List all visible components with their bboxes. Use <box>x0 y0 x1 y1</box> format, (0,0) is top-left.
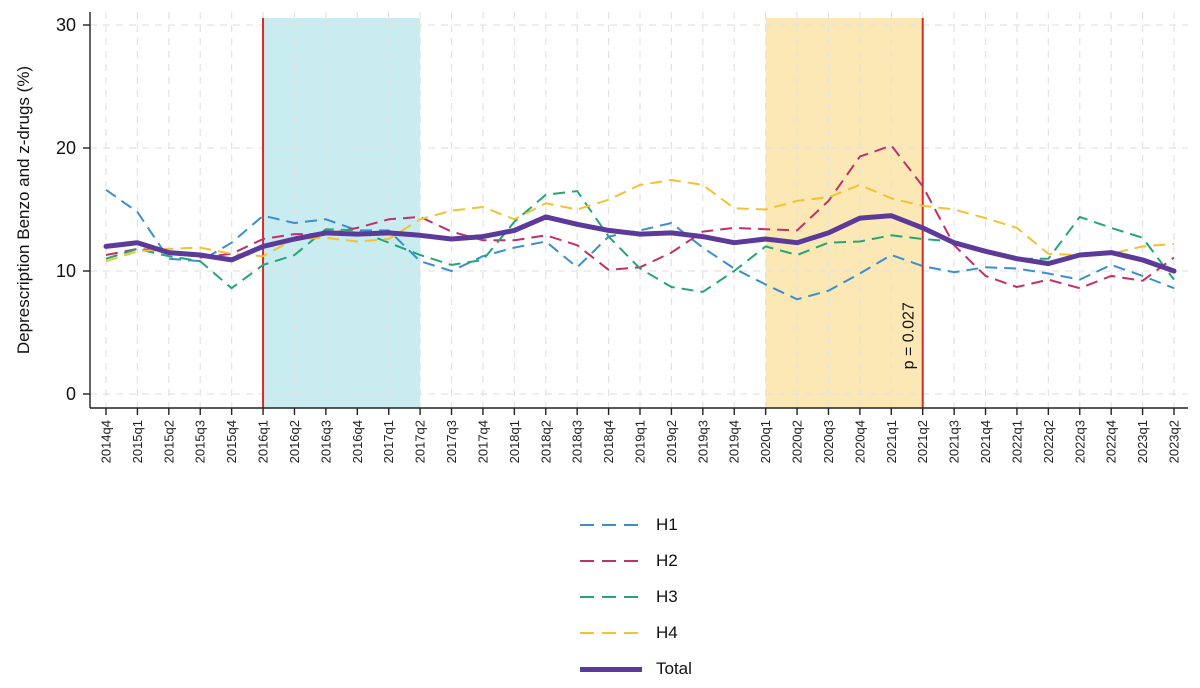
legend-swatch-h1 <box>580 524 642 526</box>
x-tick-label: 2021q1 <box>884 420 899 463</box>
legend-swatch-h4 <box>580 632 642 634</box>
x-tick-label: 2021q3 <box>947 420 962 463</box>
series-line-total <box>103 213 1177 274</box>
x-tick-label: 2016q1 <box>256 420 271 463</box>
x-tick-label: 2016q3 <box>318 420 333 463</box>
series-line-h4 <box>105 179 1175 263</box>
x-tick-label: 2019q2 <box>664 420 679 463</box>
shaded-periods <box>263 18 923 408</box>
x-tick-label: 2015q4 <box>224 420 239 463</box>
gridlines <box>90 12 1188 408</box>
x-tick-label: 2020q2 <box>790 420 805 463</box>
legend-label-h2: H2 <box>656 551 678 570</box>
x-tick-label: 2015q1 <box>130 420 145 463</box>
legend-swatch-h3 <box>580 596 642 598</box>
x-tick-label: 2017q2 <box>413 420 428 463</box>
x-tick-label: 2017q1 <box>381 420 396 463</box>
legend-swatch-h2 <box>580 560 642 562</box>
legend-item-total: Total <box>580 651 692 687</box>
x-tick-label: 2018q2 <box>538 420 553 463</box>
series-line-h3 <box>105 190 1175 293</box>
x-tick-label: 2016q4 <box>350 420 365 463</box>
legend-item-h3: H3 <box>580 579 692 615</box>
x-tick-label: 2022q1 <box>1009 420 1024 463</box>
x-tick-label: 2020q4 <box>852 420 867 463</box>
x-tick-label: 2017q4 <box>475 420 490 463</box>
legend-label-h1: H1 <box>656 515 678 534</box>
legend-label-h3: H3 <box>656 587 678 606</box>
y-tick-label: 0 <box>66 384 76 404</box>
x-tick-label: 2016q2 <box>287 420 302 463</box>
x-tick-label: 2022q2 <box>1041 420 1056 463</box>
p-value-annotation: p = 0.027 <box>901 302 918 369</box>
x-tick-label: 2021q4 <box>978 420 993 463</box>
x-tick-label: 2019q4 <box>727 420 742 463</box>
series-line-h1 <box>105 188 1175 301</box>
x-tick-label: 2020q1 <box>758 420 773 463</box>
y-tick-label: 10 <box>56 261 76 281</box>
shaded-period-2 <box>765 18 923 408</box>
x-tick-label: 2014q4 <box>99 420 114 463</box>
x-tick-label: 2018q1 <box>507 420 522 463</box>
legend-item-h4: H4 <box>580 615 692 651</box>
shaded-period-1 <box>263 18 421 408</box>
y-tick-label: 20 <box>56 138 76 158</box>
x-tick-label: 2018q4 <box>601 420 616 463</box>
annotations: p = 0.027 <box>901 302 918 369</box>
x-tick-label: 2018q3 <box>570 420 585 463</box>
y-tick-label: 30 <box>56 15 76 35</box>
legend-swatch-total <box>580 666 642 672</box>
x-tick-label: 2023q2 <box>1167 420 1182 463</box>
legend-label-h4: H4 <box>656 623 678 642</box>
x-tick-label: 2022q4 <box>1104 420 1119 463</box>
legend-item-h2: H2 <box>580 543 692 579</box>
legend-label-total: Total <box>656 659 692 678</box>
series-lines <box>103 144 1177 301</box>
x-tick-label: 2019q3 <box>695 420 710 463</box>
legend: H1 H2 H3 H4 Total <box>580 507 692 687</box>
axes: 0 10 20 30 2014q4 2015q1 2015q2 2015q3 2015q4 201… <box>56 12 1188 463</box>
x-tick-label: 2023q1 <box>1135 420 1150 463</box>
x-tick-label: 2020q3 <box>821 420 836 463</box>
x-tick-label: 2015q3 <box>193 420 208 463</box>
y-axis-label: Deprescription Benzo and z-drugs (%) <box>14 66 33 354</box>
x-tick-label: 2015q2 <box>161 420 176 463</box>
legend-item-h1: H1 <box>580 507 692 543</box>
x-tick-label: 2021q2 <box>915 420 930 463</box>
intervention-lines <box>262 18 924 408</box>
x-tick-label: 2019q1 <box>633 420 648 463</box>
x-tick-label: 2017q3 <box>444 420 459 463</box>
x-tick-label: 2022q3 <box>1072 420 1087 463</box>
